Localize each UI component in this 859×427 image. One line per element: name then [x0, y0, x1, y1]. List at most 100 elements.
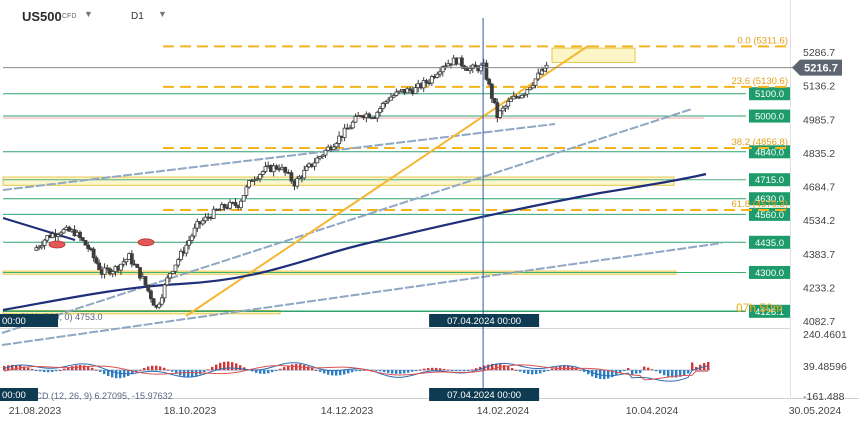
- candle: [80, 237, 85, 241]
- current-price-label: 5216.7: [804, 63, 838, 75]
- macd-histogram-bar: [55, 370, 58, 372]
- candle: [286, 171, 291, 174]
- macd-histogram-bar: [31, 368, 34, 371]
- macd-histogram-bar: [71, 366, 74, 371]
- macd-histogram-bar: [431, 367, 434, 371]
- macd-histogram-bar: [223, 361, 226, 371]
- macd-histogram-bar: [251, 370, 254, 372]
- candle: [200, 220, 205, 225]
- candle: [394, 91, 399, 96]
- macd-histogram-bar: [63, 368, 66, 371]
- candle: [244, 186, 249, 196]
- macd-histogram-bar: [587, 370, 590, 375]
- candle: [528, 87, 532, 91]
- macd-histogram-bar: [203, 370, 206, 373]
- crosshair-time-badge: [429, 388, 540, 401]
- caret-down-icon[interactable]: ▼: [158, 9, 167, 19]
- macd-histogram-bar: [579, 369, 582, 371]
- candle: [522, 93, 527, 96]
- time-tick-label: 21.08.2023: [9, 405, 62, 417]
- candle: [86, 244, 91, 249]
- candle: [94, 257, 99, 264]
- candle-countdown: 07h 50m: [736, 301, 783, 315]
- macd-histogram-bar: [363, 369, 366, 371]
- macd-histogram-bar: [631, 370, 634, 375]
- macd-histogram-bar: [175, 370, 178, 374]
- macd-histogram-bar: [447, 369, 450, 371]
- top-zone: [551, 47, 636, 63]
- macd-histogram-bar: [583, 370, 586, 372]
- candle: [222, 204, 227, 208]
- macd-histogram-bar: [319, 370, 322, 372]
- candle: [39, 245, 44, 248]
- candle: [525, 89, 530, 95]
- left-time-badge: [0, 314, 58, 327]
- time-tick-label: 14.12.2023: [321, 405, 374, 417]
- macd-histogram-bar: [359, 370, 362, 372]
- macd-histogram-bar: [387, 370, 390, 373]
- candle: [544, 64, 549, 69]
- fib-level-label: 61.8 (4579.3): [731, 199, 788, 210]
- macd-histogram-bar: [371, 369, 374, 371]
- marker-ellipse: [48, 240, 66, 249]
- timeframe-selector[interactable]: D1: [131, 11, 144, 22]
- candle: [247, 180, 252, 188]
- macd-histogram-bar: [15, 364, 18, 371]
- candle: [105, 267, 110, 270]
- candle: [405, 88, 410, 94]
- macd-histogram-bar: [275, 370, 278, 372]
- chart-toolbar: US500 CFD ▼ D1 ▼: [0, 0, 300, 34]
- macd-histogram-bar: [95, 369, 98, 371]
- macd-histogram-bar: [59, 370, 62, 372]
- macd-histogram-bar: [199, 370, 202, 375]
- candle: [468, 68, 472, 72]
- macd-histogram-bar: [623, 370, 626, 372]
- level-label: 4840.0: [755, 147, 784, 158]
- candle: [138, 267, 142, 279]
- price-tick-label: 4383.7: [803, 249, 835, 261]
- macd-histogram-bar: [651, 369, 654, 371]
- candle: [195, 221, 200, 229]
- macd-histogram-bar: [207, 369, 210, 371]
- left-time-label: 00:00: [2, 316, 26, 327]
- macd-histogram-bar: [543, 370, 546, 373]
- candle: [530, 84, 535, 89]
- candle: [304, 166, 309, 171]
- macd-histogram-bar: [691, 362, 694, 371]
- macd-histogram-bar: [143, 367, 146, 371]
- level-badge: [749, 109, 790, 123]
- current-price-badge: [792, 59, 842, 76]
- macd-histogram-bar: [643, 366, 646, 371]
- macd-histogram-bar: [635, 370, 638, 374]
- candle: [367, 113, 372, 119]
- macd-histogram-bar: [475, 368, 478, 371]
- candle: [151, 298, 156, 306]
- symbol-selector[interactable]: US500: [22, 9, 62, 24]
- candle: [42, 239, 47, 246]
- candle: [165, 277, 170, 286]
- macd-histogram-bar: [675, 370, 678, 378]
- candle: [124, 258, 129, 263]
- marker-ellipse: [137, 238, 155, 247]
- low-zone: [2, 309, 281, 315]
- price-tick-label: 5286.7: [803, 47, 835, 59]
- candle: [59, 232, 63, 236]
- macd-histogram-bar: [607, 370, 610, 379]
- macd-histogram-bar: [687, 370, 690, 374]
- candle: [495, 102, 500, 118]
- macd-histogram-bar: [407, 370, 410, 373]
- macd-histogram-bar: [107, 370, 110, 376]
- candle: [97, 262, 101, 271]
- candle: [342, 127, 347, 138]
- candle: [187, 240, 192, 246]
- macd-histogram-bar: [451, 370, 454, 372]
- caret-down-icon[interactable]: ▼: [84, 9, 93, 19]
- macd-histogram-bar: [103, 370, 106, 375]
- macd-label: MACD (12, 26, 9) 6.27095, -15.97632: [22, 391, 173, 401]
- level-label: 4126.1: [755, 307, 784, 318]
- macd-histogram-bar: [335, 370, 338, 376]
- candle: [315, 157, 320, 164]
- macd-histogram-bar: [527, 370, 530, 375]
- level-label: 4560.0: [755, 210, 784, 221]
